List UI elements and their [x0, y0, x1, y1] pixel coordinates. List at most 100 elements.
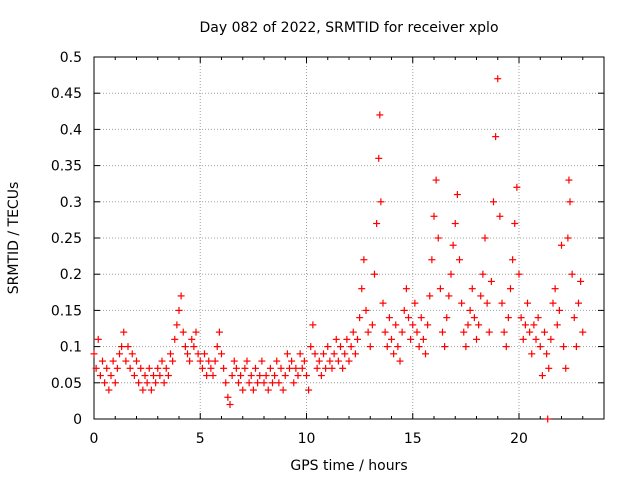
data-point-marker — [103, 364, 111, 372]
data-point-marker — [179, 328, 187, 336]
data-point-marker — [498, 299, 506, 307]
data-point-marker — [543, 350, 551, 358]
data-point-marker — [326, 357, 334, 365]
y-axis: 0 0.05 0.1 0.15 0.2 0.25 0.3 0.35 0.4 0.45 0.5 — [51, 50, 604, 428]
data-point-marker — [137, 364, 145, 372]
data-point-marker — [424, 321, 432, 329]
data-point-marker — [305, 386, 313, 394]
data-point-marker — [116, 350, 123, 358]
data-point-marker — [224, 393, 232, 401]
data-point-marker — [309, 321, 317, 329]
data-point-marker — [343, 335, 351, 343]
data-point-marker — [524, 299, 531, 307]
y-tick-label: 0.25 — [51, 231, 82, 247]
data-point-marker — [371, 270, 378, 278]
data-point-marker — [464, 321, 472, 329]
chart-title: Day 082 of 2022, SRMTID for receiver xpl… — [199, 20, 498, 36]
data-point-marker — [349, 328, 357, 336]
data-point-marker — [315, 357, 323, 365]
data-point-marker — [432, 176, 440, 184]
data-point-marker — [360, 256, 368, 264]
y-tick-label: 0 — [73, 412, 82, 428]
data-point-marker — [485, 328, 493, 336]
data-point-marker — [239, 386, 247, 394]
data-point-marker — [515, 270, 523, 278]
data-point-marker — [201, 350, 208, 358]
data-point-marker — [575, 299, 582, 307]
data-point-marker — [413, 328, 421, 336]
data-point-marker — [254, 379, 262, 387]
data-point-marker — [356, 314, 364, 322]
data-point-marker — [544, 415, 552, 423]
data-point-marker — [317, 372, 325, 380]
data-point-marker — [430, 212, 438, 220]
data-point-marker — [526, 328, 534, 336]
data-point-marker — [334, 357, 342, 365]
data-point-marker — [460, 328, 468, 336]
data-point-marker — [400, 306, 408, 314]
data-point-marker — [275, 379, 283, 387]
data-point-marker — [222, 379, 230, 387]
x-tick-label: 20 — [510, 431, 528, 447]
data-point-marker — [252, 364, 259, 372]
data-point-marker — [551, 285, 559, 293]
data-point-marker — [99, 357, 106, 365]
data-point-marker — [358, 285, 366, 293]
data-point-marker — [517, 314, 525, 322]
data-point-marker — [96, 372, 104, 380]
data-point-marker — [376, 111, 384, 119]
x-tick-label: 5 — [196, 431, 205, 447]
data-point-marker — [128, 350, 136, 358]
data-point-marker — [560, 343, 568, 351]
data-point-marker — [458, 299, 466, 307]
data-point-marker — [509, 256, 517, 264]
data-point-marker — [422, 350, 429, 358]
data-point-marker — [94, 335, 102, 343]
data-point-marker — [426, 292, 434, 300]
data-point-marker — [139, 386, 147, 394]
data-point-marker — [133, 357, 140, 365]
data-point-marker — [477, 292, 485, 300]
data-point-marker — [332, 335, 340, 343]
data-point-marker — [364, 328, 372, 336]
data-point-marker — [283, 350, 291, 358]
data-point-marker — [164, 372, 172, 380]
data-point-marker — [226, 401, 234, 409]
data-point-marker — [105, 386, 113, 394]
data-point-marker — [572, 343, 580, 351]
data-point-marker — [111, 379, 119, 387]
data-point-marker — [390, 350, 398, 358]
data-point-marker — [487, 277, 495, 285]
data-point-marker — [158, 357, 166, 365]
data-point-marker — [196, 357, 204, 365]
data-point-marker — [243, 357, 251, 365]
data-point-marker — [271, 372, 279, 380]
data-point-marker — [203, 372, 211, 380]
data-point-marker — [407, 335, 415, 343]
data-point-marker — [143, 379, 151, 387]
data-point-marker — [392, 321, 400, 329]
data-point-marker — [373, 220, 381, 228]
data-point-marker — [428, 256, 436, 264]
data-point-marker — [347, 343, 355, 351]
data-point-marker — [462, 343, 470, 351]
data-point-marker — [126, 364, 134, 372]
data-point-marker — [175, 306, 183, 314]
data-point-marker — [154, 364, 162, 372]
data-point-marker — [366, 343, 374, 351]
data-point-marker — [328, 364, 336, 372]
data-point-marker — [124, 343, 132, 351]
data-point-marker — [417, 314, 425, 322]
data-point-marker — [449, 241, 457, 249]
data-point-marker — [538, 372, 546, 380]
data-point-marker — [324, 343, 332, 351]
data-point-marker — [490, 198, 497, 206]
data-point-marker — [330, 350, 338, 358]
data-point-marker — [473, 335, 480, 343]
data-point-marker — [228, 372, 236, 380]
data-point-marker — [156, 372, 164, 380]
y-tick-label: 0.4 — [60, 122, 82, 138]
data-point-marker — [447, 270, 455, 278]
data-point-marker — [394, 343, 402, 351]
data-point-marker — [205, 357, 213, 365]
